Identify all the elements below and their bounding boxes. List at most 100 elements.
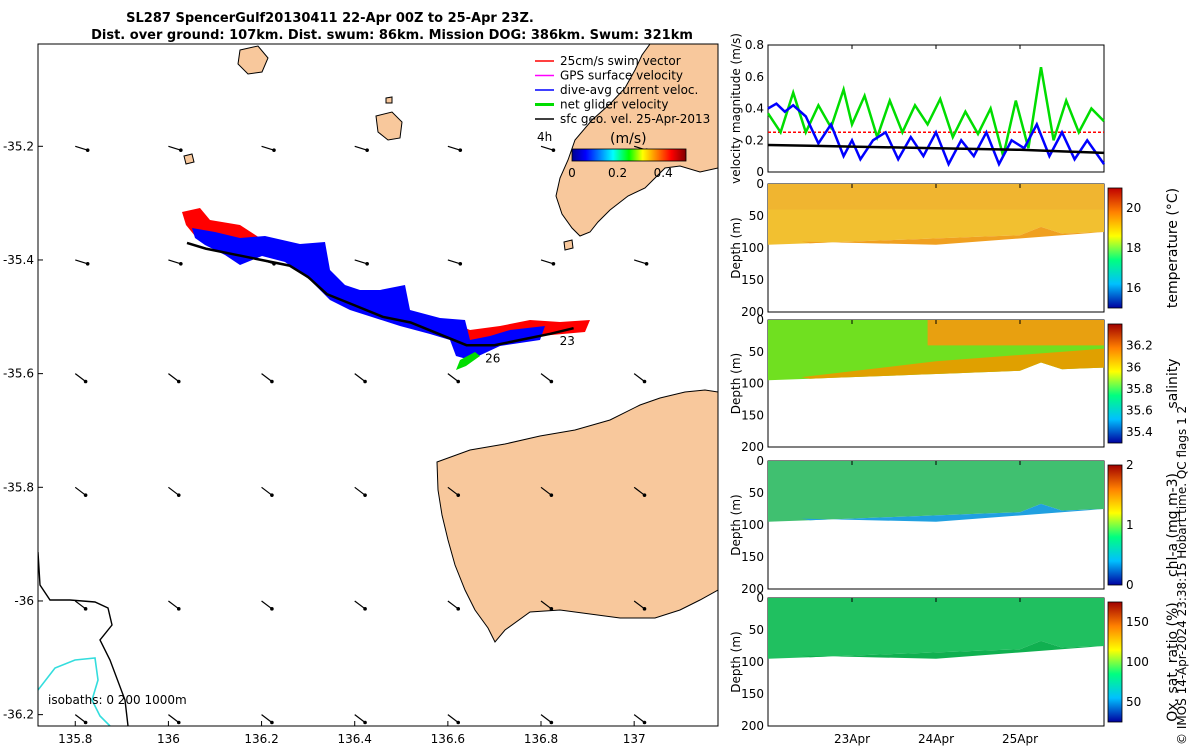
track-labels: 26 23 — [485, 334, 575, 365]
sfc-arrow-25 — [447, 486, 459, 496]
sfc-arrow-head-32 — [456, 607, 461, 611]
cbar-1 — [1107, 323, 1123, 444]
cbar-tick-3-0: 50 — [1126, 695, 1141, 709]
colorbar — [571, 148, 687, 162]
map-y-tick-label-4: -36 — [14, 594, 34, 608]
sfc-arrow-39 — [447, 714, 459, 723]
sfc-arrow-21 — [74, 486, 86, 496]
sfc-arrow-23 — [261, 486, 273, 496]
sfc-arrow-head-27 — [642, 493, 647, 497]
depth-y-tick-3-3: 150 — [741, 687, 764, 701]
sfc-arrow-head-22 — [176, 493, 181, 497]
island-3 — [183, 153, 195, 165]
depth-y-tick-0-4: 200 — [741, 305, 764, 319]
depth-panel-1: 0 50 100 150 200 Depth (m) 35.4 35.6 35.8 36 36.2 s… — [729, 313, 1181, 454]
depth-y-tick-0-3: 150 — [741, 273, 764, 287]
sfc-arrow-head-1 — [179, 148, 183, 152]
sfc-arrow-head-17 — [363, 379, 367, 384]
cbar-tick-0-2: 20 — [1126, 201, 1141, 215]
temperature-top-layer — [768, 184, 1104, 210]
sfc-arrow-head-41 — [642, 720, 647, 725]
isobath-1000 — [38, 551, 129, 726]
depth-y-tick-0-0: 0 — [756, 177, 764, 191]
depth-y-tick-1-1: 50 — [749, 345, 764, 359]
colorbar-tick-1: 0.2 — [608, 166, 627, 180]
depth-panel-3: 0 50 100 150 200 Depth (m) 50 100 150 Ox. sat. ra… — [729, 591, 1181, 733]
velocity-series-1 — [766, 66, 1105, 157]
depth-y-tick-1-3: 150 — [741, 408, 764, 422]
map-x-ticks: 135.8 136 136.2 136.4 136.6 136.8 137 — [58, 721, 646, 746]
sfc-arrow-head-39 — [456, 720, 461, 725]
map-x-tick-label-4: 136.6 — [431, 732, 465, 746]
sfc-arrow-head-29 — [176, 607, 181, 611]
cbar-3 — [1107, 601, 1123, 723]
depth-y-tick-2-1: 50 — [749, 486, 764, 500]
sfc-arrow-35 — [74, 714, 86, 723]
cbar-tick-0-0: 16 — [1126, 281, 1141, 295]
sfc-arrow-head-10 — [365, 262, 369, 266]
net-velocity-vectors — [456, 352, 480, 370]
colorbar-ticks: 0 0.2 0.4 — [568, 166, 673, 180]
sfc-arrow-20 — [633, 373, 645, 382]
depth-y-tick-3-4: 200 — [741, 719, 764, 733]
sfc-arrow-9 — [261, 259, 275, 265]
sfc-arrow-4 — [447, 145, 461, 151]
sfc-arrow-1 — [168, 145, 182, 151]
sfc-arrow-27 — [633, 486, 645, 496]
map-x-tick-label-5: 136.8 — [524, 732, 558, 746]
sfc-arrow-28 — [74, 600, 86, 610]
velocity-series-2 — [767, 102, 1106, 168]
map-x-tick-label-6: 137 — [623, 732, 646, 746]
velocity-y-tick-2: 0.4 — [745, 102, 764, 116]
land-mass-north — [555, 44, 718, 237]
depth-y-tick-1-2: 100 — [741, 377, 764, 391]
sfc-arrow-40 — [540, 714, 552, 723]
sfc-arrow-head-20 — [642, 379, 647, 384]
cbar-tick-1-3: 36 — [1126, 360, 1141, 374]
sfc-arrow-head-28 — [83, 607, 88, 611]
sfc-arrow-18 — [447, 373, 459, 382]
sfc-arrow-16 — [261, 373, 273, 382]
sfc-arrow-12 — [540, 259, 554, 265]
sfc-arrow-head-3 — [365, 148, 369, 152]
sfc-arrow-head-7 — [85, 262, 90, 266]
depth-ylabel-2: Depth (m) — [729, 494, 743, 555]
sfc-arrow-head-5 — [551, 148, 556, 152]
sfc-arrow-14 — [74, 373, 86, 382]
sfc-arrow-head-33 — [549, 607, 554, 611]
legend-label-4: sfc geo. vel. 25-Apr-2013 — [560, 112, 710, 126]
sfc-arrow-head-21 — [83, 493, 88, 497]
depth-bottom-layer-0 — [801, 226, 1104, 245]
sfc-arrow-15 — [168, 373, 180, 382]
sfc-arrow-head-35 — [83, 720, 88, 725]
sfc-arrow-head-23 — [270, 493, 274, 497]
cbar-tick-1-1: 35.6 — [1126, 404, 1153, 418]
sfc-arrow-head-0 — [85, 148, 90, 152]
island-2 — [375, 111, 403, 141]
map-y-tick-label-3: -35.8 — [3, 480, 34, 494]
sfc-arrow-head-25 — [456, 493, 461, 497]
sfc-arrow-head-15 — [176, 379, 181, 384]
depth-y-tick-0-1: 50 — [749, 209, 764, 223]
depth-ylabel-3: Depth (m) — [729, 631, 743, 692]
sfc-arrow-head-34 — [642, 607, 647, 611]
map-x-tick-label-2: 136.2 — [244, 732, 278, 746]
depth-panel-2: 0 50 100 150 200 Depth (m) 0 1 2 chl-a (mg m-3) — [729, 454, 1181, 596]
colorbar-label: (m/s) — [610, 131, 647, 147]
sfc-arrow-11 — [447, 259, 461, 265]
map-frame — [37, 43, 719, 727]
depth-y-tick-2-4: 200 — [741, 582, 764, 596]
track-label-0: 26 — [485, 351, 500, 365]
sfc-arrow-29 — [168, 600, 180, 610]
legend-label-3: net glider velocity — [560, 98, 668, 112]
sfc-arrow-head-14 — [83, 379, 88, 384]
depth-ylabel-1: Depth (m) — [729, 353, 743, 414]
sfc-arrow-22 — [168, 486, 180, 496]
cbar-label-0: temperature (°C) — [1165, 188, 1181, 308]
glider-track — [186, 241, 574, 347]
sfc-arrow-head-36 — [176, 720, 181, 725]
map-y-tick-label-0: -35.2 — [3, 139, 34, 153]
